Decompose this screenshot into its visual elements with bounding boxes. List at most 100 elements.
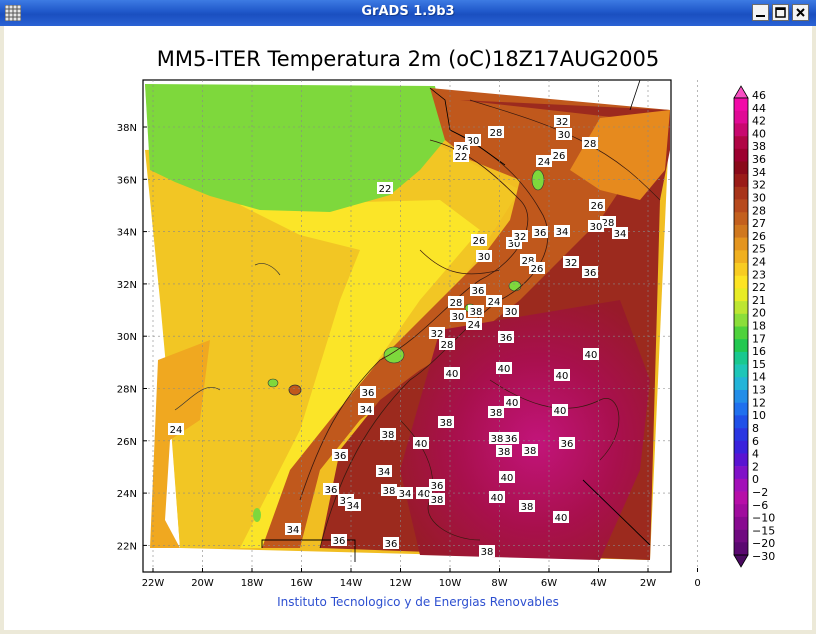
colorbar-swatch <box>734 98 748 111</box>
colorbar-swatch <box>734 529 748 543</box>
colorbar-top-arrow <box>733 85 749 99</box>
colorbar-swatch <box>734 275 748 289</box>
colorbar-label: 4 <box>752 448 759 461</box>
colorbar-label: 0 <box>752 473 759 486</box>
lon-tick-label: 20W <box>191 578 214 589</box>
border-line <box>629 80 641 111</box>
colorbar-swatch <box>734 491 748 505</box>
svg-text:36: 36 <box>472 286 485 297</box>
svg-text:22: 22 <box>455 152 468 163</box>
colorbar-swatch <box>734 478 748 492</box>
svg-text:28: 28 <box>450 298 463 309</box>
colorbar: 4644424038363432302827262524232221201817… <box>733 85 775 568</box>
colorbar-swatch <box>734 237 748 251</box>
svg-text:28: 28 <box>584 139 597 150</box>
svg-text:40: 40 <box>506 398 519 409</box>
svg-text:40: 40 <box>555 513 568 524</box>
svg-text:36: 36 <box>584 268 597 279</box>
colorbar-label: 38 <box>752 140 766 153</box>
lon-tick-label: 16W <box>290 578 313 589</box>
colorbar-label: 21 <box>752 294 766 307</box>
svg-text:38: 38 <box>521 502 534 513</box>
contour-label: 38 <box>489 432 505 445</box>
colorbar-swatch <box>734 250 748 264</box>
svg-text:26: 26 <box>531 264 544 275</box>
plot-title: MM5-ITER Temperatura 2m (oC)18Z17AUG2005 <box>157 47 660 71</box>
colorbar-label: 16 <box>752 345 766 358</box>
lon-tick-label: 8W <box>491 578 507 589</box>
svg-text:36: 36 <box>505 434 518 445</box>
contour-label: 40 <box>489 491 505 504</box>
colorbar-label: 13 <box>752 384 766 397</box>
contour-label: 34 <box>554 225 570 238</box>
colorbar-swatch <box>734 453 748 467</box>
contour-label: 34 <box>345 499 361 512</box>
atlas-cool-spot-2 <box>508 280 522 292</box>
svg-text:34: 34 <box>360 405 373 416</box>
svg-text:36: 36 <box>362 388 375 399</box>
close-button[interactable] <box>792 4 809 21</box>
colorbar-swatch <box>734 504 748 518</box>
colorbar-swatch <box>734 415 748 429</box>
colorbar-swatch <box>734 428 748 442</box>
svg-text:36: 36 <box>534 228 547 239</box>
temperature-field <box>145 80 670 562</box>
contour-label: 36 <box>383 537 399 550</box>
lat-tick-label: 36N <box>117 175 137 186</box>
minimize-icon <box>756 15 765 17</box>
island-green <box>383 346 405 364</box>
svg-text:24: 24 <box>488 297 501 308</box>
colorbar-swatch <box>734 174 748 188</box>
contour-label: 26 <box>551 149 567 162</box>
contour-label: 40 <box>554 369 570 382</box>
colorbar-label: −2 <box>752 486 768 499</box>
svg-text:38: 38 <box>490 408 503 419</box>
svg-text:30: 30 <box>452 312 465 323</box>
colorbar-swatch <box>734 339 748 353</box>
lat-tick-label: 38N <box>117 123 137 134</box>
colorbar-label: 15 <box>752 358 766 371</box>
lon-tick-label: 4W <box>590 578 606 589</box>
lat-tick-label: 24N <box>117 489 137 500</box>
plot-canvas: MM5-ITER Temperatura 2m (oC)18Z17AUG2005 <box>117 47 775 609</box>
contour-label: 36 <box>360 386 376 399</box>
contour-label: 32 <box>554 115 570 128</box>
app-grid-icon[interactable] <box>5 5 21 21</box>
colorbar-label: −15 <box>752 524 775 537</box>
svg-text:38: 38 <box>431 495 444 506</box>
contour-label: 38 <box>438 416 454 429</box>
window-title: GrADS 1.9b3 <box>361 4 455 19</box>
svg-text:24: 24 <box>468 320 481 331</box>
plot-canvas-area: MM5-ITER Temperatura 2m (oC)18Z17AUG2005 <box>4 26 812 630</box>
contour-line <box>174 387 221 411</box>
contour-label: 26 <box>589 199 605 212</box>
colorbar-label: 14 <box>752 371 766 384</box>
colorbar-label: 34 <box>752 166 766 179</box>
colorbar-swatch <box>734 148 748 162</box>
minimize-button[interactable] <box>752 4 769 21</box>
contour-label: 36 <box>332 449 348 462</box>
lon-tick-label: 2W <box>640 578 656 589</box>
title-bar[interactable]: GrADS 1.9b3 <box>0 0 816 26</box>
contour-label: 38 <box>496 445 512 458</box>
svg-text:28: 28 <box>490 128 503 139</box>
contour-label: 40 <box>504 396 520 409</box>
colorbar-label: 22 <box>752 281 766 294</box>
maximize-button[interactable] <box>772 4 789 21</box>
svg-text:28: 28 <box>441 340 454 351</box>
contour-label: 40 <box>496 362 512 375</box>
contour-label: 28 <box>448 296 464 309</box>
lat-tick-label: 34N <box>117 228 137 239</box>
contour-label: 26 <box>529 262 545 275</box>
border-line <box>261 479 651 562</box>
contour-label: 36 <box>331 534 347 547</box>
contour-label: 24 <box>486 295 502 308</box>
svg-text:22: 22 <box>379 184 392 195</box>
svg-text:36: 36 <box>500 333 513 344</box>
svg-text:40: 40 <box>418 489 431 500</box>
svg-text:40: 40 <box>498 364 511 375</box>
svg-text:30: 30 <box>467 136 480 147</box>
svg-text:30: 30 <box>505 307 518 318</box>
